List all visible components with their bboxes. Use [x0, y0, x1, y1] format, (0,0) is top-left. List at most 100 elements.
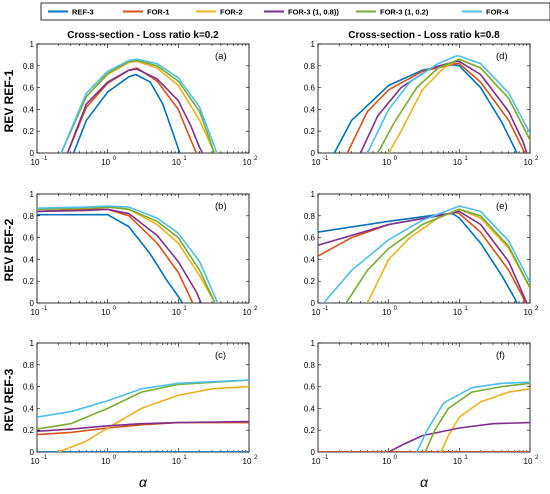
- legend-label: FOR-4: [486, 8, 509, 17]
- y-tick-label: 0.2: [23, 426, 35, 435]
- y-tick-label: 0.6: [304, 84, 316, 93]
- x-tick-exponent: 1: [464, 306, 468, 312]
- x-tick-exponent: -1: [42, 455, 48, 461]
- x-tick-label: 10: [31, 457, 40, 466]
- x-tick-exponent: 1: [183, 306, 187, 312]
- panel-label: (c): [215, 350, 226, 361]
- series-line-for-3-1-0-2: [424, 382, 530, 452]
- x-tick-exponent: -1: [42, 306, 48, 312]
- legend-box: [40, 2, 550, 21]
- x-tick-label: 10: [101, 457, 110, 466]
- y-tick-label: 0.6: [304, 383, 316, 392]
- series-line-for-3-1-0-2: [376, 58, 530, 153]
- y-tick-label: 0.4: [23, 404, 35, 413]
- series-line-for-3-1-0-8: [387, 421, 530, 452]
- panel-label: (d): [496, 51, 508, 62]
- series-line-for-3-1-0-8: [359, 60, 528, 153]
- y-tick-label: 0.4: [23, 105, 35, 114]
- x-axis-label-right: α: [420, 474, 429, 490]
- x-tick-exponent: 2: [535, 455, 539, 461]
- x-tick-exponent: 1: [464, 455, 468, 461]
- x-tick-label: 10: [243, 158, 252, 167]
- series-line-ref-3: [333, 63, 518, 153]
- x-tick-label: 10: [524, 457, 533, 466]
- x-tick-exponent: -1: [42, 156, 48, 162]
- row-label-ref3: REV REF-3: [2, 368, 16, 431]
- y-tick-label: 0.4: [304, 105, 316, 114]
- panel-label: (a): [215, 51, 227, 62]
- legend-label: FOR-1: [147, 8, 170, 17]
- series-line-ref-3: [37, 213, 184, 303]
- y-tick-label: 0: [30, 149, 35, 158]
- x-tick-label: 10: [382, 457, 391, 466]
- series-line-for-4: [322, 205, 530, 303]
- x-tick-exponent: 1: [183, 455, 187, 461]
- x-tick-exponent: 2: [535, 156, 539, 162]
- series-line-for-3-1-0-2: [37, 206, 216, 303]
- series-line-for-1: [346, 62, 526, 153]
- y-tick-label: 0.2: [304, 127, 316, 136]
- series-line-for-3-1-0-8: [37, 420, 249, 433]
- x-tick-label: 10: [382, 308, 391, 317]
- x-tick-label: 10: [172, 158, 181, 167]
- y-tick-label: 1: [311, 40, 316, 49]
- series-line-for-3-1-0-2: [60, 59, 215, 153]
- x-tick-exponent: 0: [113, 455, 117, 461]
- legend-label: REF-3: [72, 8, 94, 17]
- plot-area: [317, 193, 531, 304]
- x-tick-label: 10: [172, 457, 181, 466]
- y-tick-label: 0: [30, 448, 35, 457]
- y-tick-label: 0.2: [304, 277, 316, 286]
- plot-area: [317, 43, 531, 154]
- series-line-for-4: [366, 55, 530, 153]
- column-title-right: Cross-section - Loss ratio k=0.8: [348, 30, 500, 41]
- series-line-for-3-1-0-2: [37, 379, 249, 430]
- plot-area: [36, 342, 250, 453]
- x-tick-label: 10: [524, 158, 533, 167]
- x-tick-exponent: -1: [323, 306, 329, 312]
- x-tick-label: 10: [101, 158, 110, 167]
- legend-label: FOR-3 (1, 0.8)): [288, 8, 339, 17]
- panel-label: (e): [496, 201, 508, 212]
- y-tick-label: 0: [311, 299, 316, 308]
- panel-label: (b): [215, 201, 227, 212]
- series-line-for-4: [60, 58, 218, 153]
- x-tick-label: 10: [243, 308, 252, 317]
- x-tick-exponent: 0: [394, 455, 398, 461]
- y-tick-label: 1: [30, 190, 35, 199]
- x-tick-label: 10: [382, 158, 391, 167]
- legend: REF-3 FOR-1 FOR-2 FOR-3 (1, 0.8)) FOR-3 (1, …: [40, 2, 550, 21]
- series-line-for-1: [318, 211, 526, 303]
- x-tick-label: 10: [453, 308, 462, 317]
- series-line-for-3-1-0-8: [66, 68, 204, 153]
- x-tick-exponent: 2: [254, 306, 258, 312]
- x-axis-label-left: α: [139, 474, 148, 490]
- legend-label: FOR-2: [220, 8, 243, 17]
- y-tick-label: 0.4: [304, 404, 316, 413]
- y-tick-label: 0: [311, 448, 316, 457]
- x-tick-label: 10: [312, 158, 321, 167]
- series-line-for-2: [440, 388, 530, 452]
- y-tick-label: 0.8: [23, 361, 35, 370]
- x-tick-exponent: 0: [394, 306, 398, 312]
- x-tick-label: 10: [101, 308, 110, 317]
- y-tick-label: 1: [311, 190, 316, 199]
- legend-label: FOR-3 (1, 0.2): [380, 8, 429, 17]
- series-line-for-2: [57, 385, 249, 452]
- x-tick-label: 10: [31, 308, 40, 317]
- y-tick-label: 0.6: [23, 383, 35, 392]
- x-tick-exponent: 2: [254, 455, 258, 461]
- y-tick-label: 0.2: [23, 127, 35, 136]
- y-tick-label: 1: [30, 339, 35, 348]
- x-tick-exponent: 0: [394, 156, 398, 162]
- series-line-for-3-1-0-2: [345, 208, 530, 303]
- x-tick-label: 10: [453, 457, 462, 466]
- x-tick-label: 10: [172, 308, 181, 317]
- y-tick-label: 0.8: [304, 212, 316, 221]
- x-tick-label: 10: [312, 308, 321, 317]
- x-tick-label: 10: [453, 158, 462, 167]
